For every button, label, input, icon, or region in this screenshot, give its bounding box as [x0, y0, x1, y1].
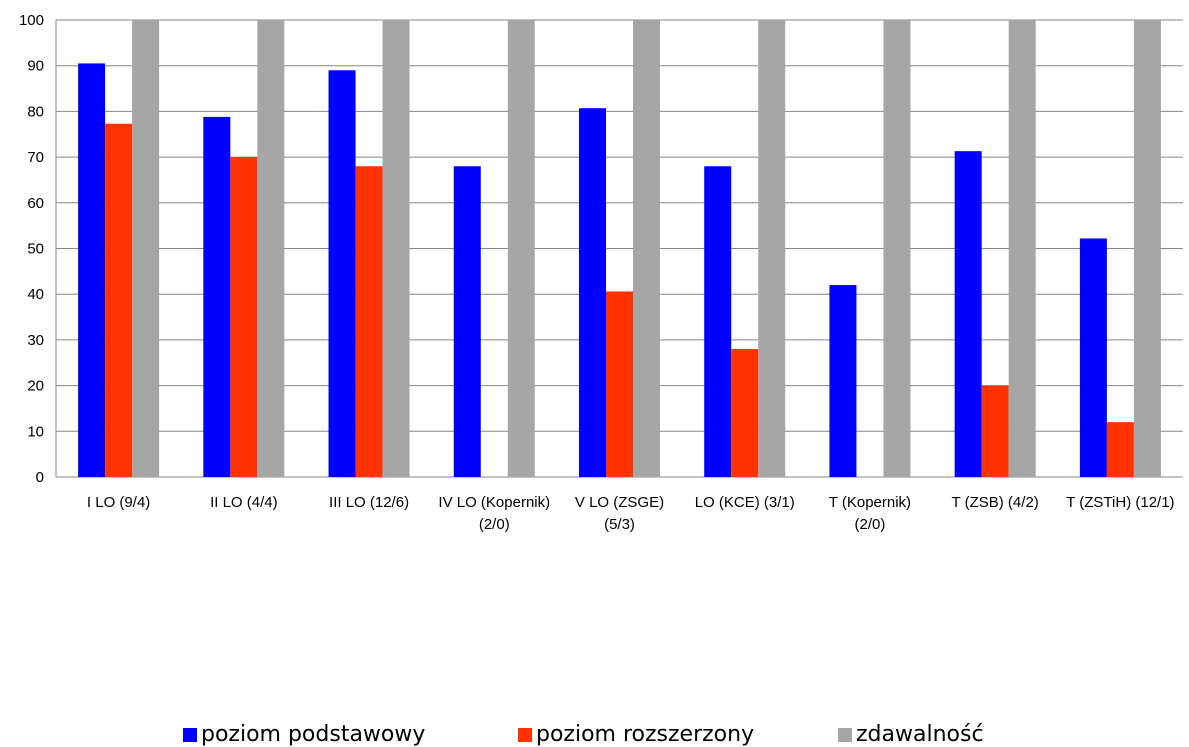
y-tick-label-100: 100: [19, 12, 44, 29]
x-tick-label-4: IV LO (Kopernik): [438, 494, 550, 511]
x-tick-label-1: I LO (9/4): [87, 494, 150, 511]
bar-1-1: [78, 63, 106, 477]
bar-3-4: [507, 20, 535, 477]
bar-1-9: [1079, 238, 1107, 477]
y-tick-label-80: 80: [27, 103, 44, 120]
x-tick-label-8: T (ZSB) (4/2): [952, 494, 1039, 511]
bar-1-5: [579, 108, 606, 478]
legend-label-series-3: zdawalność: [856, 722, 984, 747]
legend-item-series-2: poziom rozszerzony: [518, 722, 754, 747]
bar-2-8: [981, 385, 1009, 477]
bar-2-9: [1106, 422, 1134, 477]
y-tick-label-10: 10: [27, 423, 44, 440]
legend-swatch-series-2: [518, 727, 532, 742]
bar-3-9: [1133, 20, 1161, 477]
bar-3-2: [257, 20, 285, 477]
chart-legend: poziom podstawowy poziom rozszerzony zda…: [0, 722, 1189, 747]
y-tick-label-0: 0: [36, 469, 44, 486]
y-tick-label-60: 60: [27, 195, 44, 212]
legend-item-series-1: poziom podstawowy: [183, 722, 425, 747]
bar-3-7: [883, 20, 911, 477]
bar-2-3: [355, 166, 383, 478]
x-tick-label-6: LO (KCE) (3/1): [695, 494, 795, 511]
bar-3-6: [758, 20, 786, 477]
y-tick-label-40: 40: [27, 286, 44, 303]
y-tick-label-30: 30: [27, 332, 44, 349]
bar-1-8: [954, 151, 982, 477]
bar-2-5: [606, 291, 633, 477]
x-tick-label-5-line-2: (5/3): [604, 516, 635, 533]
legend-swatch-series-1: [183, 727, 197, 742]
x-tick-label-7: T (Kopernik): [829, 494, 911, 511]
bar-1-7: [829, 285, 857, 477]
bar-1-4: [453, 166, 481, 478]
bar-3-8: [1008, 20, 1036, 477]
x-tick-label-5: V LO (ZSGE): [575, 494, 664, 511]
legend-label-series-2: poziom rozszerzony: [536, 722, 755, 747]
x-tick-label-9: T (ZSTiH) (12/1): [1066, 494, 1174, 511]
x-tick-label-3: III LO (12/6): [329, 494, 409, 511]
bar-1-6: [704, 166, 732, 478]
bar-1-2: [203, 116, 231, 477]
legend-label-series-1: poziom podstawowy: [201, 722, 426, 747]
x-tick-label-2: II LO (4/4): [210, 494, 278, 511]
bar-2-6: [731, 349, 759, 477]
bar-2-1: [105, 123, 133, 477]
y-tick-label-20: 20: [27, 378, 44, 395]
bar-3-1: [132, 20, 160, 477]
x-tick-label-4-line-2: (2/0): [479, 516, 510, 533]
legend-item-series-3: zdawalność: [838, 722, 984, 747]
bar-1-3: [328, 70, 356, 478]
bar-3-3: [382, 20, 410, 477]
bar-3-5: [633, 20, 660, 477]
x-tick-label-7-line-2: (2/0): [855, 516, 886, 533]
legend-swatch-series-3: [838, 727, 852, 742]
y-tick-label-70: 70: [27, 149, 44, 166]
y-tick-label-50: 50: [27, 241, 44, 258]
bar-2-2: [230, 157, 258, 477]
y-tick-label-90: 90: [27, 58, 44, 75]
